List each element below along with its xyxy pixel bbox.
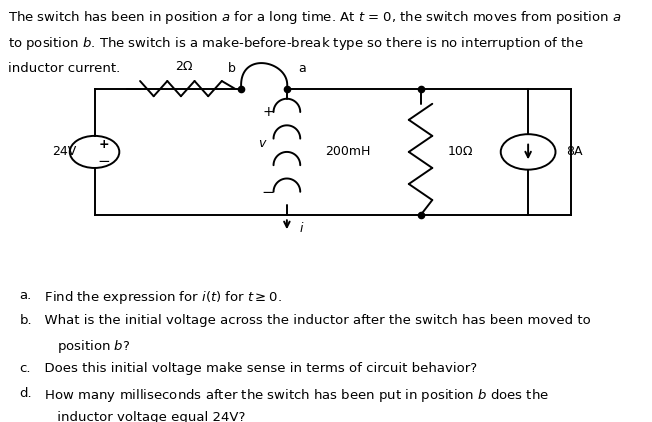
Text: +: + — [98, 138, 109, 151]
Text: 2Ω: 2Ω — [175, 60, 193, 73]
Text: Does this initial voltage make sense in terms of circuit behavior?: Does this initial voltage make sense in … — [36, 362, 477, 376]
Text: a: a — [298, 62, 306, 75]
Text: v: v — [258, 137, 266, 150]
Text: 8A: 8A — [566, 146, 582, 158]
Text: c.: c. — [20, 362, 31, 376]
Text: Find the expression for $i(t)$ for $t \geq 0$.: Find the expression for $i(t)$ for $t \g… — [36, 289, 282, 306]
Text: inductor current.: inductor current. — [8, 62, 120, 75]
Text: a.: a. — [20, 289, 32, 302]
Text: b.: b. — [20, 314, 32, 327]
Text: The switch has been in position $a$ for a long time. At $t$ = 0, the switch move: The switch has been in position $a$ for … — [8, 9, 621, 26]
Text: b: b — [228, 62, 235, 75]
Text: d.: d. — [20, 387, 32, 400]
Text: −: − — [97, 154, 110, 169]
Text: −: − — [261, 184, 274, 200]
Text: What is the initial voltage across the inductor after the switch has been moved : What is the initial voltage across the i… — [36, 314, 591, 327]
Text: inductor voltage equal 24V?: inductor voltage equal 24V? — [36, 411, 245, 422]
Text: How many milliseconds after the switch has been put in position $b$ does the: How many milliseconds after the switch h… — [36, 387, 549, 404]
Text: 10Ω: 10Ω — [448, 146, 473, 158]
Text: 24V: 24V — [52, 146, 76, 158]
Text: +: + — [263, 105, 274, 119]
Text: position $b$?: position $b$? — [36, 338, 130, 355]
Text: $i$: $i$ — [299, 221, 304, 235]
Text: 200mH: 200mH — [325, 146, 370, 158]
Text: to position $b$. The switch is a make-before-break type so there is no interrupt: to position $b$. The switch is a make-be… — [8, 35, 584, 52]
